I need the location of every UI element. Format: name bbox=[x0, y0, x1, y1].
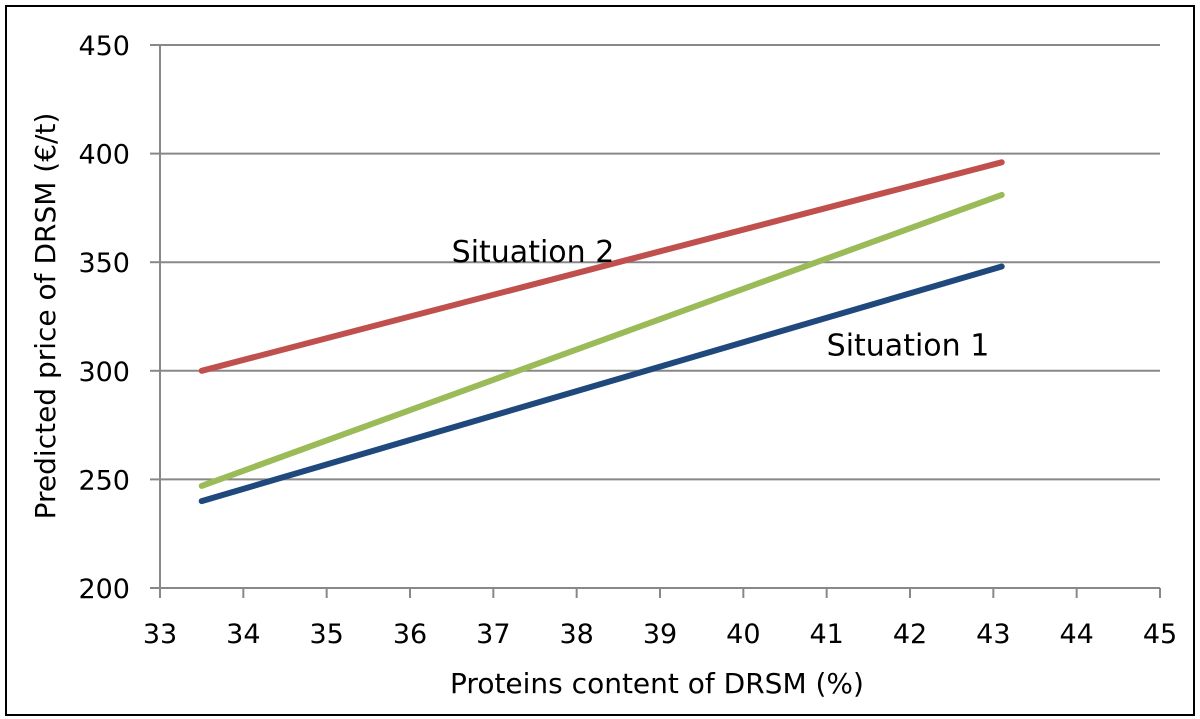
y-tick-label-300: 300 bbox=[78, 357, 130, 388]
series-line-2 bbox=[198, 159, 1005, 374]
x-tick-labels: 33 34 35 36 37 38 39 40 41 42 43 44 45 bbox=[143, 619, 1177, 650]
y-tick-labels: 200 250 300 350 400 450 bbox=[78, 31, 130, 605]
x-tick-label-37: 37 bbox=[476, 619, 510, 650]
annotations: Situation 2 Situation 1 bbox=[452, 235, 990, 363]
y-tick-label-400: 400 bbox=[78, 140, 130, 171]
annotation-label-1: Situation 2 bbox=[452, 235, 615, 270]
series-line-1 bbox=[198, 263, 1005, 505]
y-tick-label-450: 450 bbox=[78, 31, 130, 62]
x-tick-label-38: 38 bbox=[559, 619, 593, 650]
x-axis-title: Proteins content of DRSM (%) bbox=[450, 667, 864, 700]
x-tick-label-34: 34 bbox=[226, 619, 260, 650]
y-tick-label-350: 350 bbox=[78, 248, 130, 279]
x-tick-label-42: 42 bbox=[893, 619, 927, 650]
x-tick-label-35: 35 bbox=[309, 619, 343, 650]
x-tick-label-33: 33 bbox=[143, 619, 177, 650]
x-tick-label-44: 44 bbox=[1059, 619, 1093, 650]
grid-lines bbox=[160, 44, 1160, 481]
x-tick-label-40: 40 bbox=[726, 619, 760, 650]
y-axis-title: Predicted price of DRSM (€/t) bbox=[29, 113, 62, 520]
x-tick-label-43: 43 bbox=[976, 619, 1010, 650]
x-tick-label-41: 41 bbox=[809, 619, 843, 650]
series-line-3 bbox=[198, 191, 1005, 489]
annotation-label-2: Situation 1 bbox=[827, 329, 990, 364]
y-tick-label-250: 250 bbox=[78, 465, 130, 496]
series-lines bbox=[198, 159, 1005, 505]
axes bbox=[150, 44, 1161, 598]
x-tick-label-36: 36 bbox=[393, 619, 427, 650]
x-tick-label-39: 39 bbox=[643, 619, 677, 650]
x-tick-label-45: 45 bbox=[1143, 619, 1177, 650]
y-tick-label-200: 200 bbox=[78, 574, 130, 605]
chart-frame bbox=[5, 5, 1195, 716]
